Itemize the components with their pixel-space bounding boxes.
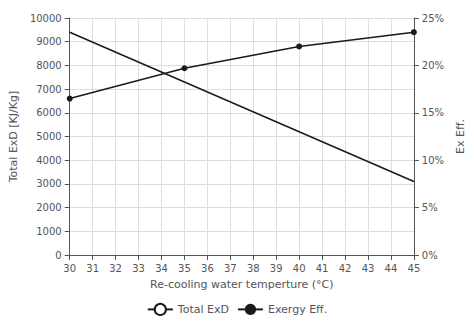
svg-text:8000: 8000 [36,60,61,71]
svg-text:5%: 5% [422,202,438,213]
svg-text:7000: 7000 [36,84,61,95]
svg-text:9000: 9000 [36,36,61,47]
svg-text:40: 40 [293,263,306,274]
svg-text:3000: 3000 [36,178,61,189]
svg-text:41: 41 [316,263,329,274]
svg-text:45: 45 [408,263,421,274]
svg-text:42: 42 [339,263,352,274]
svg-text:34: 34 [155,263,168,274]
svg-text:10000: 10000 [30,13,62,24]
svg-text:30: 30 [63,263,76,274]
svg-text:33: 33 [132,263,145,274]
svg-text:4000: 4000 [36,155,61,166]
svg-text:39: 39 [270,263,283,274]
svg-text:1000: 1000 [36,226,61,237]
svg-text:31: 31 [86,263,99,274]
svg-text:Re-cooling water temperture (°: Re-cooling water temperture (°C) [150,278,333,291]
svg-text:Ex Eff.: Ex Eff. [454,119,467,154]
svg-text:35: 35 [178,263,191,274]
svg-text:5000: 5000 [36,131,61,142]
svg-text:10%: 10% [422,155,444,166]
svg-text:Total ExD [KJ/Kg]: Total ExD [KJ/Kg] [7,91,20,184]
svg-text:6000: 6000 [36,107,61,118]
svg-text:43: 43 [362,263,375,274]
svg-text:Total ExD: Total ExD [177,303,229,316]
svg-text:37: 37 [224,263,237,274]
svg-text:36: 36 [201,263,214,274]
svg-text:44: 44 [385,263,398,274]
svg-text:Exergy Eff.: Exergy Eff. [268,303,327,316]
svg-text:2000: 2000 [36,202,61,213]
svg-text:0%: 0% [422,250,438,261]
svg-text:38: 38 [247,263,260,274]
svg-text:20%: 20% [422,60,444,71]
svg-text:32: 32 [109,263,122,274]
svg-text:15%: 15% [422,107,444,118]
svg-text:25%: 25% [422,13,444,24]
svg-text:0: 0 [55,250,61,261]
